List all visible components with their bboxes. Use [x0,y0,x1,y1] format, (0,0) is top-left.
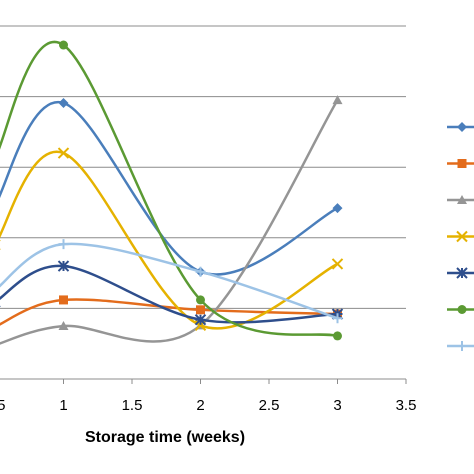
series-line [0,100,339,276]
marker [456,267,468,279]
x-tick-label: 3 [333,397,341,414]
marker [194,313,207,326]
series-line [0,40,338,338]
marker [58,321,69,331]
marker [331,258,344,270]
marker [58,97,69,108]
series-line [0,298,338,326]
series-line [0,242,338,320]
marker [332,203,343,214]
marker [457,341,467,351]
marker [195,266,206,277]
x-tick-label: 1.5 [122,397,143,414]
marker [57,147,70,159]
series-line [0,264,338,324]
legend-entry [447,305,474,314]
marker [457,305,467,314]
marker [196,295,205,305]
legend-entry [447,159,474,168]
series-line [0,150,339,330]
x-tick-label: 1 [59,397,67,414]
x-tick-label: 2 [196,397,204,414]
marker [332,95,343,105]
marker [196,305,205,315]
x-axis-title: Storage time (weeks) [85,429,245,446]
legend-entry [447,341,474,351]
legend-entry [447,267,474,279]
marker [457,195,467,204]
marker [59,295,68,305]
marker [332,313,343,324]
x-tick-label: 0.5 [0,397,5,414]
marker [59,40,68,50]
legend-entry [447,230,474,243]
series-line [0,99,339,345]
x-tick-label: 3.5 [396,397,417,414]
marker [457,122,467,132]
marker [58,239,69,250]
marker [333,331,342,341]
x-tick-label: 2.5 [259,397,280,414]
marker [57,260,70,272]
legend-entry [447,122,474,132]
legend-entry [447,195,474,204]
marker [457,159,467,168]
marker [456,230,468,243]
